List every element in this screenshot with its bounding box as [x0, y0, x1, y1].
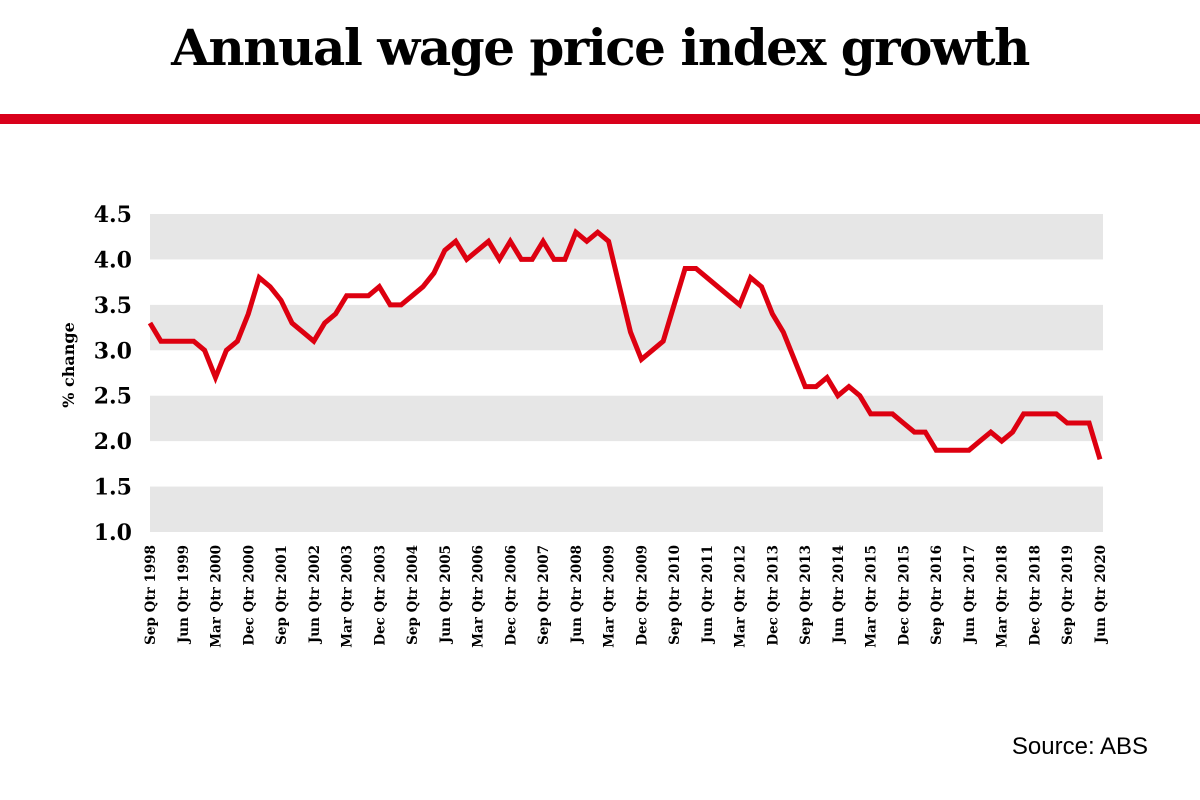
- y-tick-label: 3.5: [94, 293, 132, 319]
- x-tick-label: Dec Qtr 2006: [503, 545, 519, 646]
- grid-band: [150, 214, 1103, 260]
- x-tick-label: Mar Qtr 2006: [471, 545, 487, 648]
- x-tick-label: Dec Qtr 2009: [634, 545, 650, 646]
- x-tick-label: Mar Qtr 2018: [995, 545, 1011, 648]
- y-tick-label: 4.0: [94, 247, 132, 273]
- x-tick-label: Jun Qtr 2011: [700, 545, 716, 644]
- x-tick-label: Jun Qtr 2014: [831, 545, 847, 644]
- y-tick-label: 1.5: [94, 475, 132, 501]
- y-tick-label: 2.0: [94, 429, 132, 455]
- x-tick-label: Sep Qtr 2013: [798, 545, 814, 645]
- x-tick-label: Sep Qtr 2004: [405, 545, 421, 645]
- x-tick-label: Jun Qtr 2020: [1093, 545, 1109, 644]
- x-tick-label: Mar Qtr 2000: [209, 545, 225, 648]
- y-axis-label: % change: [59, 322, 78, 408]
- x-tick-label: Sep Qtr 2010: [667, 545, 683, 645]
- y-tick-label: 4.5: [94, 202, 132, 228]
- x-tick-label: Sep Qtr 2019: [1060, 545, 1076, 645]
- x-tick-label: Sep Qtr 2001: [274, 545, 290, 645]
- x-tick-label: Sep Qtr 2016: [929, 545, 945, 645]
- x-tick-label: Mar Qtr 2003: [340, 545, 356, 648]
- x-tick-label: Jun Qtr 2017: [962, 545, 978, 644]
- x-tick-label: Mar Qtr 2015: [864, 545, 880, 648]
- y-tick-label: 1.0: [94, 520, 132, 546]
- x-tick-label: Dec Qtr 2013: [765, 545, 781, 646]
- x-tick-label: Jun Qtr 1999: [176, 545, 192, 644]
- x-tick-label: Sep Qtr 1998: [143, 545, 159, 645]
- title-divider: [0, 114, 1200, 124]
- x-tick-label: Sep Qtr 2007: [536, 545, 552, 645]
- chart-title: Annual wage price index growth: [171, 18, 1030, 77]
- x-tick-label: Jun Qtr 2005: [438, 545, 454, 644]
- y-tick-label: 2.5: [94, 384, 132, 410]
- x-tick-label: Mar Qtr 2012: [733, 545, 749, 648]
- grid-band: [150, 395, 1103, 442]
- x-tick-label: Jun Qtr 2002: [307, 545, 323, 644]
- grid-band: [150, 486, 1103, 532]
- x-tick-label: Dec Qtr 2000: [241, 545, 257, 646]
- x-tick-label: Dec Qtr 2018: [1027, 545, 1043, 646]
- wage-growth-line: [147, 228, 1103, 461]
- x-tick-label: Dec Qtr 2003: [372, 545, 388, 646]
- x-tick-label: Mar Qtr 2009: [602, 545, 618, 648]
- x-tick-label: Dec Qtr 2015: [896, 545, 912, 646]
- x-tick-label: Jun Qtr 2008: [569, 545, 585, 644]
- y-tick-label: 3.0: [94, 338, 132, 364]
- source-note: Source: ABS: [1011, 733, 1148, 760]
